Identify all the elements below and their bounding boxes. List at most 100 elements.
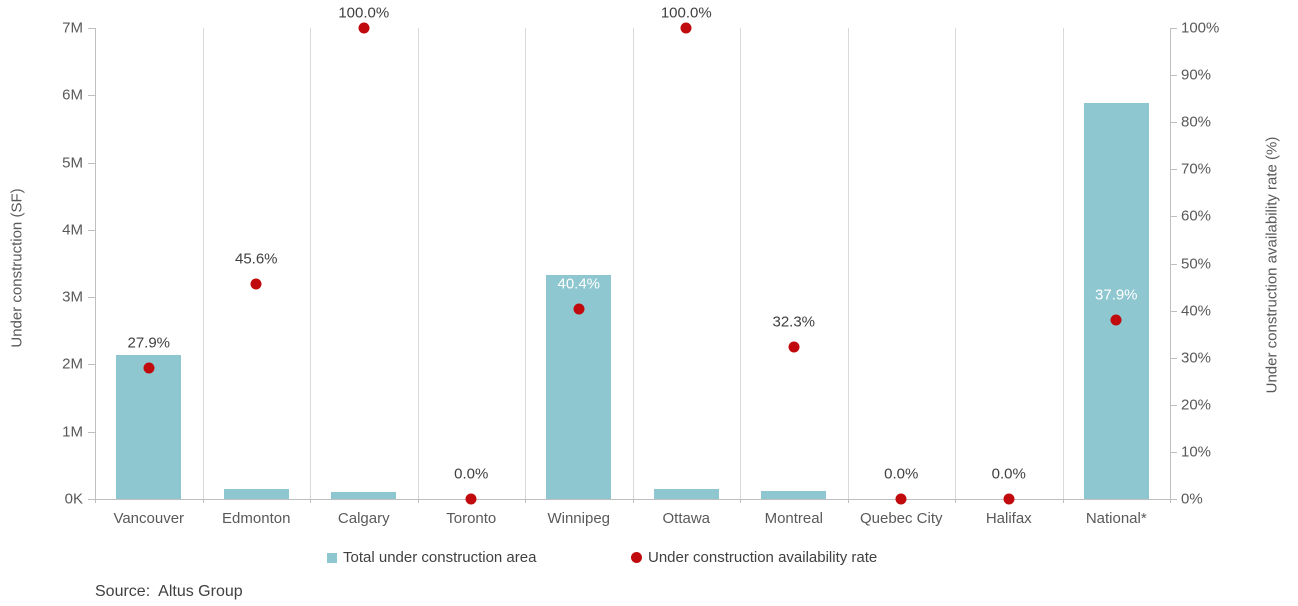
right-axis-tick-label: 50% — [1181, 255, 1212, 272]
category-label-2: Calgary — [337, 510, 390, 527]
right-axis-tick — [1170, 451, 1177, 453]
category-boundary-tick — [1062, 499, 1064, 503]
category-boundary-tick — [955, 499, 956, 503]
bar-series-swatch-icon — [327, 552, 337, 563]
rate-dot-5 — [680, 22, 692, 34]
rate-dot-4 — [573, 303, 585, 315]
category-separator-gridline — [955, 28, 956, 499]
left-axis-tick-label: 4M — [62, 221, 83, 239]
rate-dot-3 — [465, 493, 477, 505]
category-boundary-tick — [95, 499, 96, 503]
rate-data-label-2: 100.0% — [338, 4, 390, 22]
left-axis-tick — [88, 229, 95, 231]
legend-label-bar-series: Total under construction area — [343, 549, 537, 566]
rate-dot-0 — [143, 362, 155, 374]
right-axis-tick-label: 70% — [1181, 160, 1212, 178]
category-separator-gridline — [847, 28, 849, 499]
bar-6 — [761, 490, 827, 499]
category-boundary-tick — [740, 499, 741, 503]
bar-1 — [223, 488, 289, 499]
left-axis-tick-label: 7M — [62, 19, 83, 37]
right-axis-tick — [1170, 357, 1177, 359]
left-axis-tick-label: 5M — [62, 154, 83, 172]
right-axis-tick — [1170, 122, 1177, 124]
rate-series-swatch-icon — [631, 552, 642, 563]
left-axis-tick-label: 6M — [62, 86, 83, 104]
rate-data-label-1: 45.6% — [234, 250, 278, 268]
right-axis-tick — [1170, 169, 1177, 171]
category-label-5: Ottawa — [662, 510, 711, 527]
bar-0 — [116, 355, 182, 499]
bar-2 — [331, 491, 397, 499]
left-axis-tick — [88, 95, 95, 97]
category-separator-gridline — [632, 28, 634, 499]
right-axis-tick — [1170, 216, 1177, 218]
category-label-0: Vancouver — [113, 510, 185, 527]
rate-data-label-9: 37.9% — [1094, 286, 1138, 304]
right-axis-tick-label: 10% — [1181, 443, 1212, 461]
category-label-1: Edmonton — [222, 510, 291, 527]
rate-dot-9 — [1110, 314, 1122, 326]
category-boundary-tick — [417, 499, 419, 503]
right-axis-tick — [1170, 263, 1177, 265]
right-axis-tick-label: 20% — [1181, 396, 1212, 414]
rate-data-label-6: 32.3% — [772, 313, 816, 331]
left-axis-tick — [88, 297, 95, 299]
left-axis-tick — [88, 162, 95, 164]
left-axis-tick-label: 0K — [64, 490, 83, 508]
rate-data-label-7: 0.0% — [884, 465, 919, 483]
left-axis-line — [95, 28, 96, 499]
right-axis-tick-label: 80% — [1181, 113, 1212, 131]
right-axis-tick — [1170, 310, 1177, 312]
rate-data-label-3: 0.0% — [454, 465, 489, 483]
category-separator-gridline — [202, 28, 204, 499]
left-axis-tick-label: 1M — [62, 423, 83, 441]
rate-dot-2 — [358, 22, 370, 34]
right-axis-tick-label: 100% — [1181, 19, 1220, 37]
category-boundary-tick — [847, 499, 849, 503]
right-axis-tick — [1170, 75, 1177, 77]
source-note: Source: Altus Group — [95, 583, 243, 600]
right-axis-tick — [1170, 499, 1177, 500]
rate-data-label-0: 27.9% — [127, 334, 171, 352]
rate-dot-1 — [250, 278, 262, 290]
right-axis-tick-label: 30% — [1181, 349, 1212, 367]
rate-data-label-8: 0.0% — [991, 465, 1026, 483]
category-label-3: Toronto — [446, 510, 497, 527]
right-axis-tick — [1170, 28, 1177, 29]
right-axis-tick — [1170, 404, 1177, 406]
left-axis-tick-label: 2M — [62, 355, 83, 373]
legend-item-rate-series: Under construction availability rate — [631, 549, 877, 566]
right-axis-tick-label: 90% — [1181, 66, 1212, 84]
category-separator-gridline — [417, 28, 419, 499]
right-axis-tick-label: 0% — [1181, 490, 1203, 508]
category-boundary-tick — [1170, 499, 1171, 503]
rate-dot-7 — [895, 493, 907, 505]
bar-9 — [1083, 103, 1149, 499]
left-axis-tick — [88, 431, 95, 433]
rate-dot-6 — [788, 341, 800, 353]
legend-item-bar-series: Total under construction area — [327, 549, 536, 566]
category-separator-gridline — [1062, 28, 1064, 499]
right-axis-tick-label: 60% — [1181, 207, 1212, 225]
category-boundary-tick — [632, 499, 634, 503]
category-separator-gridline — [525, 28, 526, 499]
category-label-9: National* — [1085, 510, 1147, 527]
category-separator-gridline — [310, 28, 311, 499]
left-axis-tick-label: 3M — [62, 288, 83, 306]
category-boundary-tick — [202, 499, 204, 503]
right-axis-title: Under construction availability rate (%) — [1263, 136, 1281, 394]
bar-5 — [653, 488, 719, 499]
rate-data-label-4: 40.4% — [557, 275, 601, 293]
left-axis-tick — [88, 28, 95, 29]
left-axis-title: Under construction (SF) — [8, 188, 26, 348]
left-axis-tick — [88, 499, 95, 500]
category-separator-gridline — [740, 28, 741, 499]
category-boundary-tick — [310, 499, 311, 503]
category-label-4: Winnipeg — [547, 510, 611, 527]
legend-label-rate-series: Under construction availability rate — [648, 549, 878, 566]
category-boundary-tick — [525, 499, 526, 503]
category-label-7: Quebec City — [859, 510, 943, 527]
category-label-6: Montreal — [764, 510, 823, 527]
